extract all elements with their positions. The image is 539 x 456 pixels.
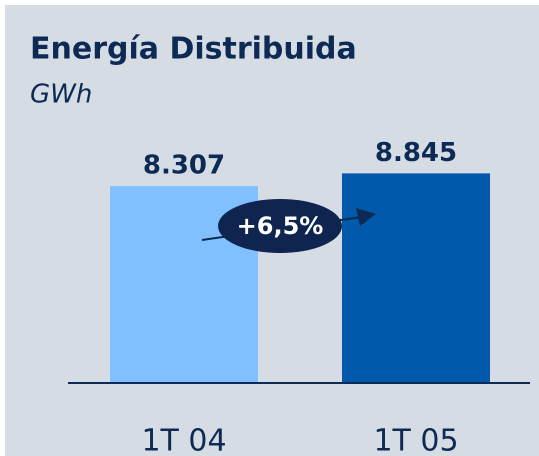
chart-subtitle: GWh: [30, 80, 92, 110]
chart-title: Energía Distribuida: [30, 32, 357, 67]
annotation-badge: [218, 199, 342, 253]
value-label: 8.845: [375, 138, 457, 168]
x-tick-label: 1T 04: [141, 424, 226, 456]
value-label: 8.307: [143, 151, 225, 181]
x-tick-label: 1T 05: [373, 424, 458, 456]
annotation: +6,5%: [237, 212, 324, 240]
bar: [342, 173, 490, 383]
arrow-head: [356, 208, 376, 226]
